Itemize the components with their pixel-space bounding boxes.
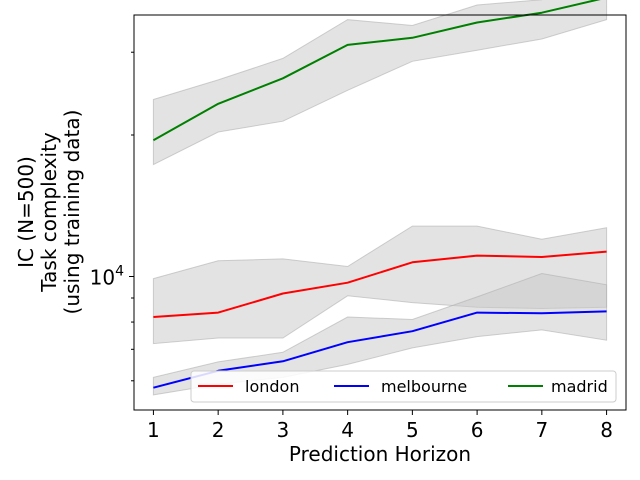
legend-box [190, 370, 617, 403]
x-tick-label: 7 [535, 418, 548, 442]
x-axis-label: Prediction Horizon [289, 442, 471, 466]
line-madrid [152, 0, 601, 142]
legend-label-melbourne: melbourne [381, 377, 467, 396]
y-axis-ticks: 104 [90, 51, 134, 382]
legend: london melbourne madrid [190, 370, 617, 403]
y-tick-label: 104 [90, 264, 124, 290]
x-axis-ticks: 1 2 3 4 5 6 7 8 [147, 410, 613, 442]
line-melbourne [153, 310, 607, 389]
line-london [153, 250, 607, 318]
legend-label-london: london [245, 377, 299, 396]
x-tick-label: 5 [406, 418, 419, 442]
band-madrid [152, 0, 608, 166]
y-axis-label-line-3: (using training data) [60, 110, 84, 315]
series-lines [152, 0, 607, 389]
plot-area-frame [133, 14, 627, 411]
x-tick-label: 1 [147, 418, 160, 442]
y-axis-label-line-2: Task complexity [37, 132, 61, 293]
confidence-bands [152, 0, 608, 396]
y-axis-label: IC (N=500) Task complexity (using traini… [14, 110, 84, 315]
x-tick-label: 4 [341, 418, 354, 442]
x-tick-label: 3 [277, 418, 290, 442]
x-tick-label: 8 [600, 418, 613, 442]
x-tick-label: 6 [471, 418, 484, 442]
y-tick-label-exponent: 4 [115, 264, 124, 280]
x-tick-label: 2 [212, 418, 225, 442]
legend-label-madrid: madrid [551, 377, 608, 396]
y-axis-label-line-1: IC (N=500) [14, 156, 38, 268]
